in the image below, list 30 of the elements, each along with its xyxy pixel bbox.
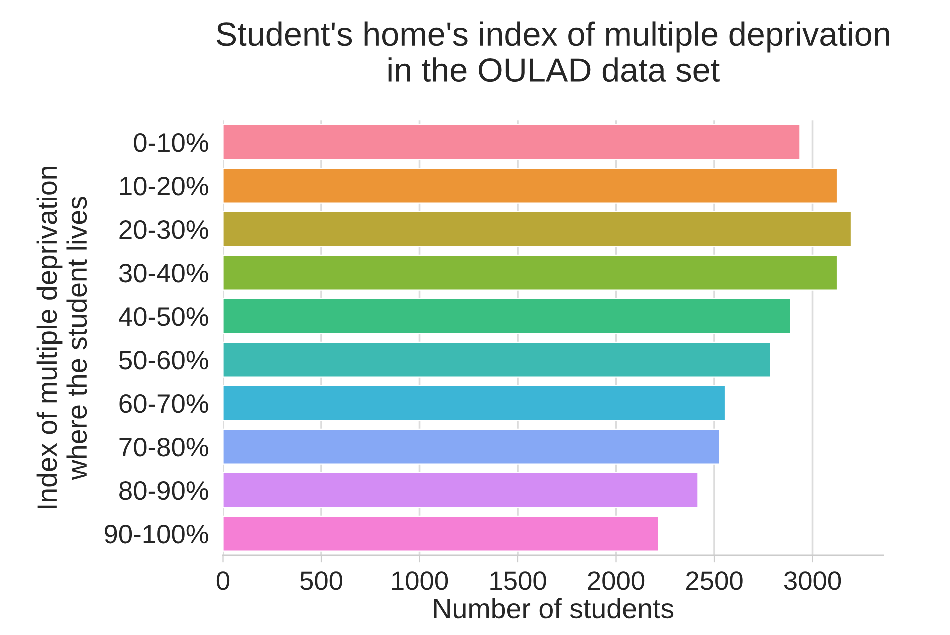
y-axis-title: Index of multiple deprivation where the student lives xyxy=(36,166,88,508)
y-tick-label: 10-20% xyxy=(120,177,208,196)
y-tick-label: 80-90% xyxy=(120,482,208,500)
bar xyxy=(223,211,852,248)
x-tick-label: 2000 xyxy=(588,572,645,590)
y-tick-label: 90-100% xyxy=(104,525,208,544)
y-tick-label: 50-60% xyxy=(119,351,208,370)
chart-title: Student's home's index of multiple deprivation in the OULAD data set xyxy=(216,22,890,82)
x-tick-label: 0 xyxy=(216,572,230,590)
bar xyxy=(223,516,660,552)
bar xyxy=(223,254,838,291)
x-tick-label: 500 xyxy=(300,572,342,590)
x-axis-title: Number of students xyxy=(434,598,674,619)
y-tick-label: 20-30% xyxy=(120,220,208,240)
y-tick-label: 0-10% xyxy=(134,134,208,152)
y-tick-label: 60-70% xyxy=(120,394,208,414)
bar xyxy=(223,298,792,334)
y-tick-label: 70-80% xyxy=(120,438,208,457)
x-tick-label: 1500 xyxy=(490,572,546,590)
y-tick-label: 40-50% xyxy=(119,308,208,326)
bar xyxy=(223,342,772,378)
bar xyxy=(223,124,801,160)
y-tick-label: 30-40% xyxy=(119,264,208,283)
x-tick-label: 1000 xyxy=(392,572,448,590)
bar xyxy=(223,428,720,465)
bar xyxy=(223,168,838,204)
bar xyxy=(223,472,699,508)
bar xyxy=(223,385,726,422)
x-tick-label: 2500 xyxy=(686,572,743,590)
x-tick-label: 3000 xyxy=(784,572,842,590)
